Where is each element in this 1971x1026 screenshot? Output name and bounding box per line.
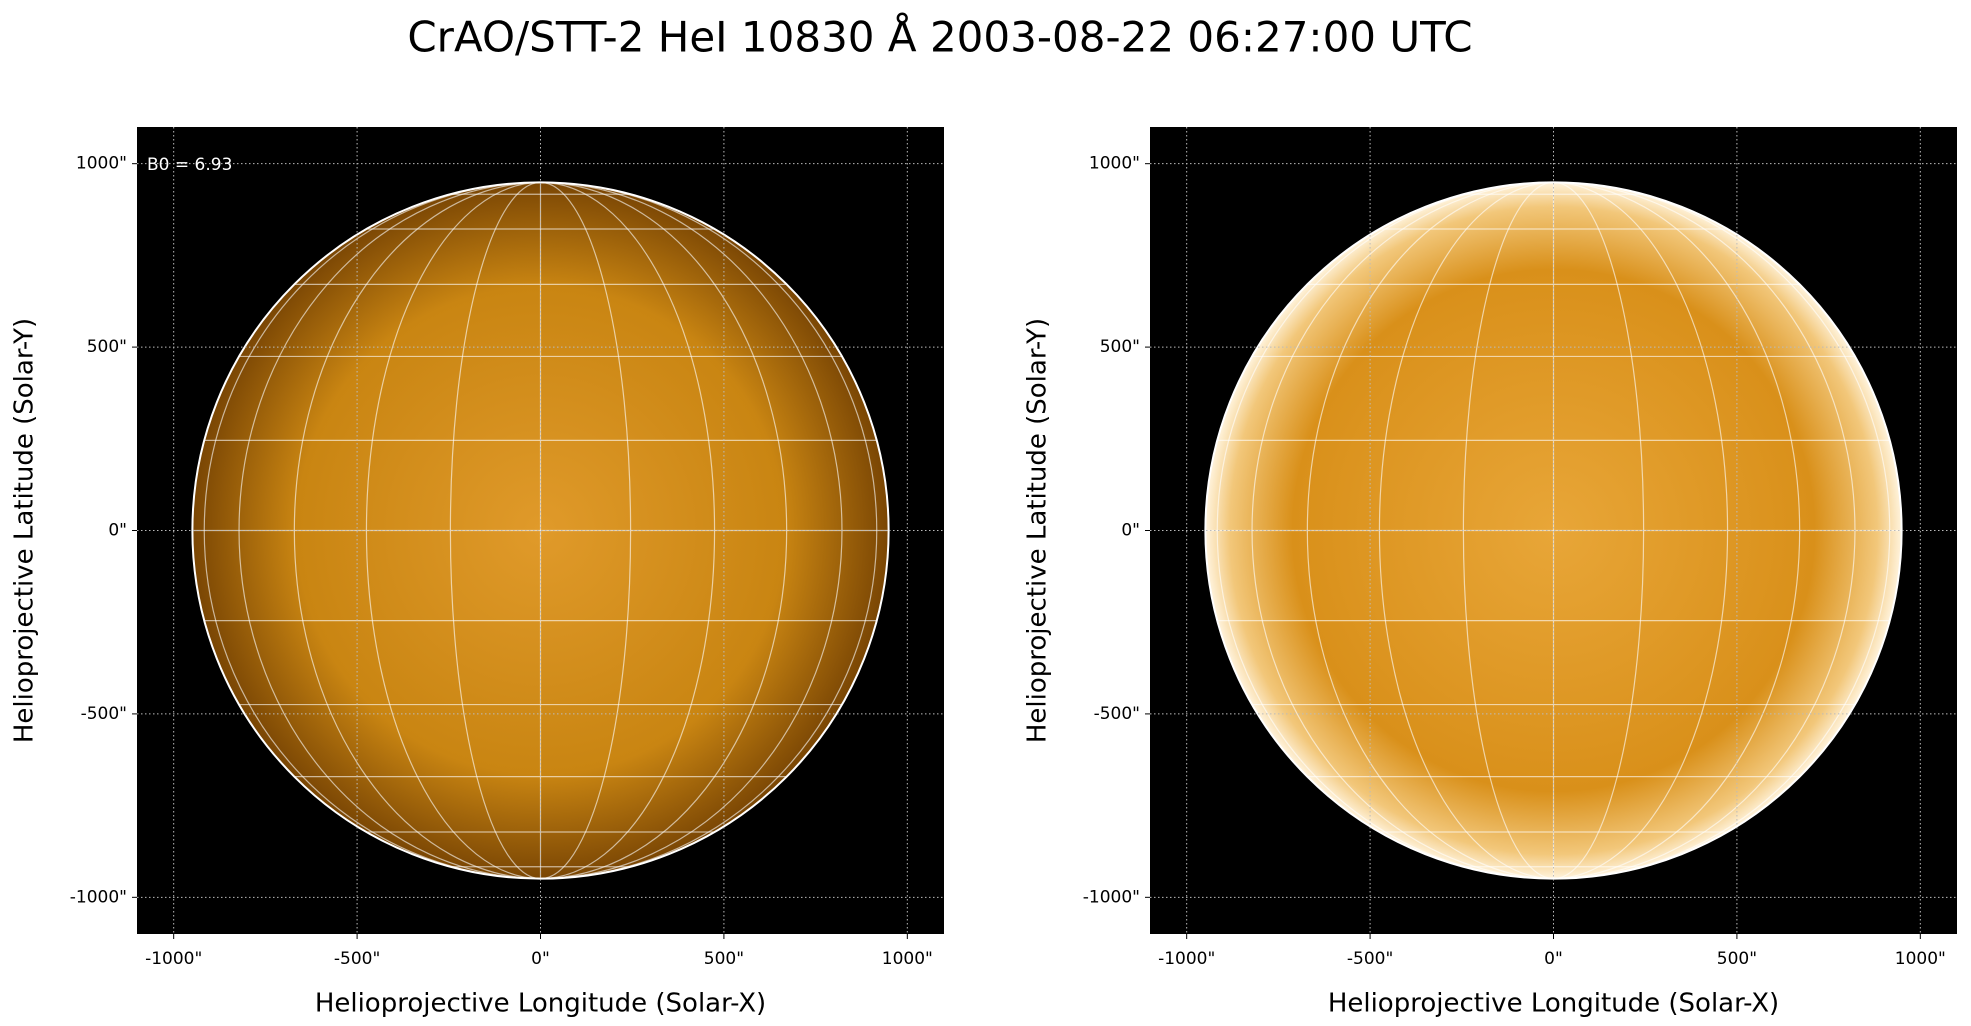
limb xyxy=(191,181,890,880)
y-tick-label: -1000" xyxy=(1083,887,1140,907)
x-tick-label: 500" xyxy=(704,949,744,969)
x-tick-label: -500" xyxy=(1347,949,1393,969)
y-tick-label: 500" xyxy=(1100,337,1140,357)
x-tick-label: 1000" xyxy=(1895,949,1946,969)
y-tick-label: 0" xyxy=(1121,521,1140,541)
limb xyxy=(1204,181,1903,880)
x-tick-label: -500" xyxy=(334,949,380,969)
x-tick-label: 500" xyxy=(1717,949,1757,969)
x-tick-label: 1000" xyxy=(882,949,933,969)
x-tick-label: -1000" xyxy=(145,949,202,969)
y-axis-label: Helioprojective Latitude (Solar-Y) xyxy=(1023,318,1053,743)
y-tick-label: 0" xyxy=(108,521,127,541)
y-axis-label: Helioprojective Latitude (Solar-Y) xyxy=(10,318,40,743)
x-tick-label: -1000" xyxy=(1158,949,1215,969)
y-tick-label: 1000" xyxy=(76,154,127,174)
y-tick-label: -500" xyxy=(81,704,127,724)
y-tick-label: -1000" xyxy=(70,887,127,907)
annotation: B0 = 6.93 xyxy=(147,155,232,175)
x-tick-label: 0" xyxy=(531,949,550,969)
y-tick-label: 1000" xyxy=(1089,154,1140,174)
x-axis-label: Helioprojective Longitude (Solar-X) xyxy=(315,989,766,1019)
x-tick-label: 0" xyxy=(1544,949,1563,969)
y-tick-label: 500" xyxy=(87,337,127,357)
y-tick-label: -500" xyxy=(1094,704,1140,724)
figure-title: CrAO/STT-2 HeI 10830 Å 2003-08-22 06:27:… xyxy=(407,12,1472,62)
x-axis-label: Helioprojective Longitude (Solar-X) xyxy=(1328,989,1779,1019)
